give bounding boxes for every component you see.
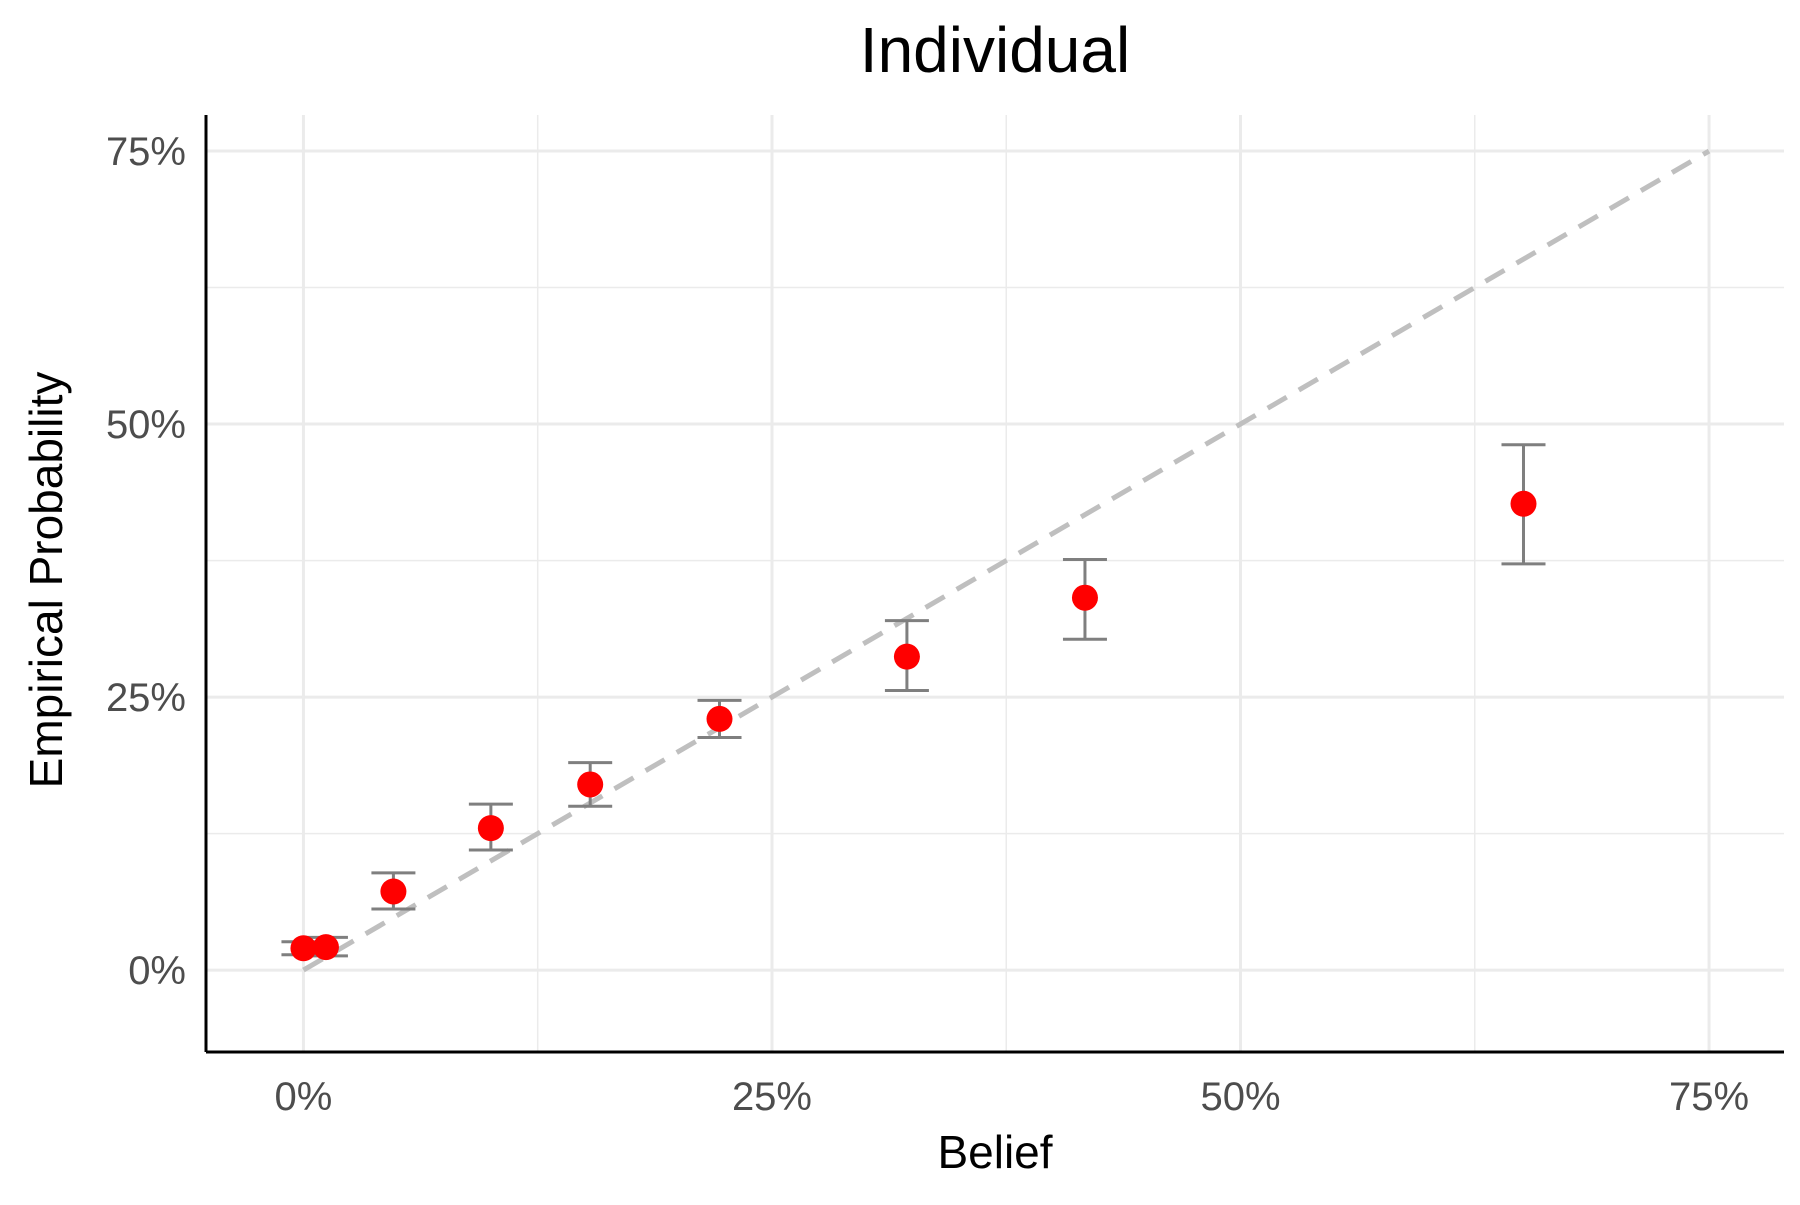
x-tick-label-1: 25% <box>732 1075 812 1119</box>
data-point-6 <box>893 643 920 670</box>
point-layer <box>290 490 1537 962</box>
x-axis-title: Belief <box>937 1126 1052 1178</box>
x-tick-label-3: 75% <box>1669 1075 1749 1119</box>
data-point-2 <box>380 878 407 905</box>
y-tick-label-3: 75% <box>106 130 186 174</box>
grid-layer <box>206 115 1784 1052</box>
identity-reference-line <box>302 148 1711 973</box>
y-axis-title: Empirical Probability <box>20 372 72 789</box>
data-point-3 <box>477 815 504 842</box>
data-point-7 <box>1071 584 1098 611</box>
errorbar-layer <box>281 443 1546 958</box>
data-point-8 <box>1510 490 1537 517</box>
chart-title: Individual <box>860 14 1130 86</box>
x-tick-label-2: 50% <box>1200 1075 1280 1119</box>
reference-line-layer <box>302 148 1711 973</box>
y-tick-label-2: 50% <box>106 403 186 447</box>
x-tick-label-0: 0% <box>275 1075 333 1119</box>
y-tick-label-0: 0% <box>128 949 186 993</box>
data-point-5 <box>706 705 733 732</box>
data-point-4 <box>577 771 604 798</box>
data-point-0 <box>290 935 317 962</box>
data-point-1 <box>312 934 339 961</box>
axis-layer <box>204 115 1784 1054</box>
y-tick-label-1: 25% <box>106 676 186 720</box>
tick-label-layer: 0% 25% 50% 75% 0% 25% 50% 75% <box>106 130 1749 1119</box>
